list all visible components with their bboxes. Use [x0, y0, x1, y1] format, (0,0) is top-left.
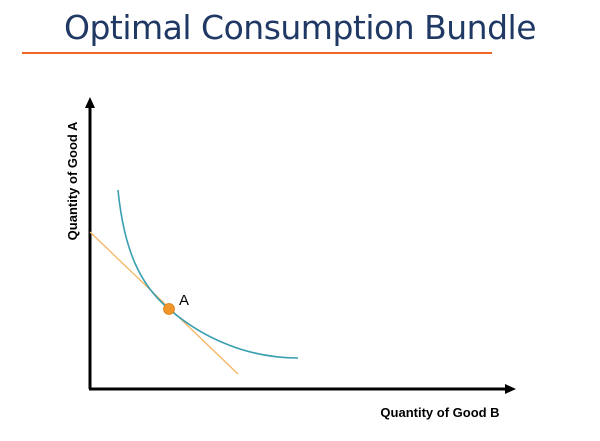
budget-line: [89, 231, 239, 375]
optimal-point-a: [163, 303, 175, 315]
y-axis-arrow-icon: [85, 97, 95, 108]
title-underline: [22, 52, 492, 54]
point-a-label: A: [179, 292, 189, 309]
slide-title: Optimal Consumption Bundle: [64, 8, 537, 47]
x-axis: [89, 384, 516, 394]
indifference-curve: [117, 189, 299, 359]
y-axis: [85, 97, 95, 389]
y-axis-label: Quantity of Good A: [65, 121, 80, 240]
x-axis-label: Quantity of Good B: [380, 405, 499, 420]
x-axis-arrow-icon: [505, 384, 516, 394]
